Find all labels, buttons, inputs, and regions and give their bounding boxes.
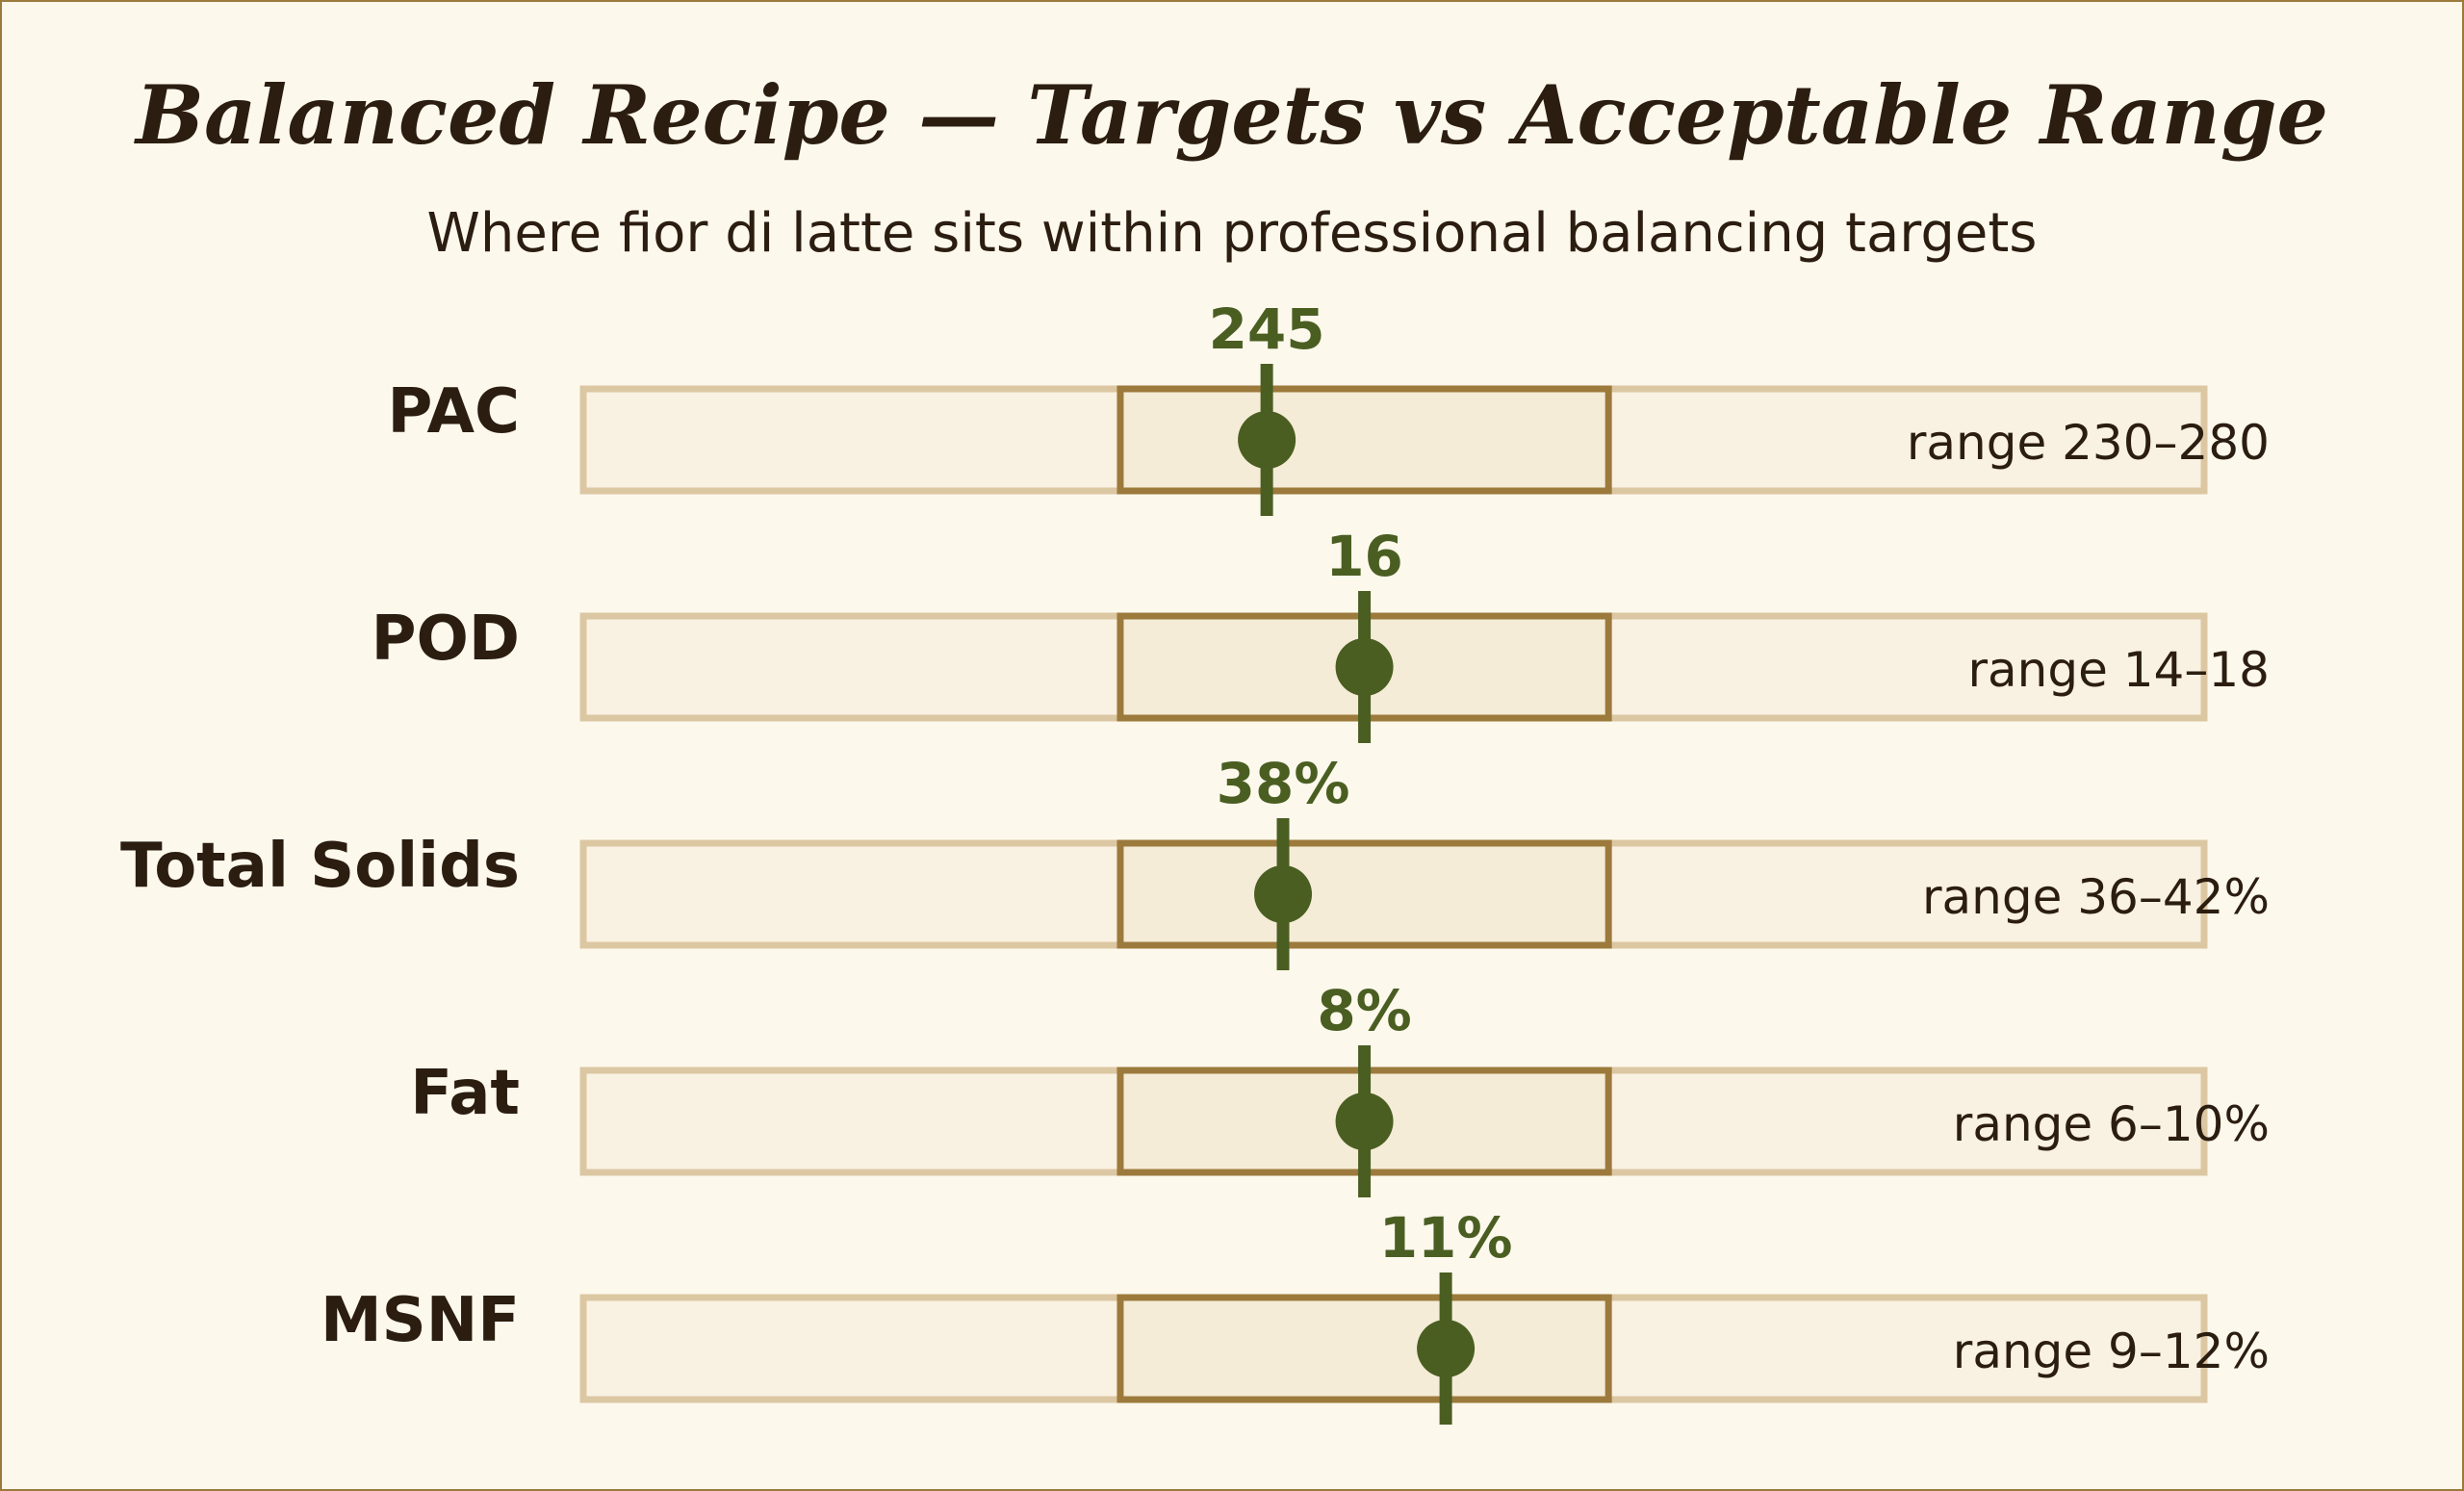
value-label: 16 xyxy=(1325,524,1403,589)
value-label: 245 xyxy=(1209,296,1325,362)
range-label: range 6–10% xyxy=(1953,1096,2270,1152)
range-label: range 230–280 xyxy=(1907,415,2270,471)
value-marker-dot xyxy=(1335,638,1394,696)
row-label: MSNF xyxy=(321,1285,520,1356)
value-label: 11% xyxy=(1379,1205,1513,1271)
range-band xyxy=(1116,1294,1612,1403)
range-label: range 14–18 xyxy=(1967,642,2270,698)
range-band xyxy=(1116,839,1612,949)
range-label: range 36–42% xyxy=(1922,869,2270,925)
chart-subtitle: Where fior di latte sits within professi… xyxy=(426,202,2038,265)
value-marker-dot xyxy=(1254,865,1313,923)
value-marker-dot xyxy=(1335,1093,1394,1150)
value-label: 8% xyxy=(1317,978,1411,1043)
value-marker-dot xyxy=(1238,411,1296,469)
row-label: Fat xyxy=(410,1058,520,1129)
range-label: range 9–12% xyxy=(1953,1324,2270,1379)
value-marker-dot xyxy=(1417,1320,1476,1377)
row-label: POD xyxy=(372,604,520,675)
row-label: PAC xyxy=(387,376,520,448)
range-band xyxy=(1116,385,1612,495)
chart-title: Balanced Recipe — Targets vs Acceptable … xyxy=(135,67,2328,163)
value-label: 38% xyxy=(1217,751,1350,816)
row-label: Total Solids xyxy=(120,831,520,902)
